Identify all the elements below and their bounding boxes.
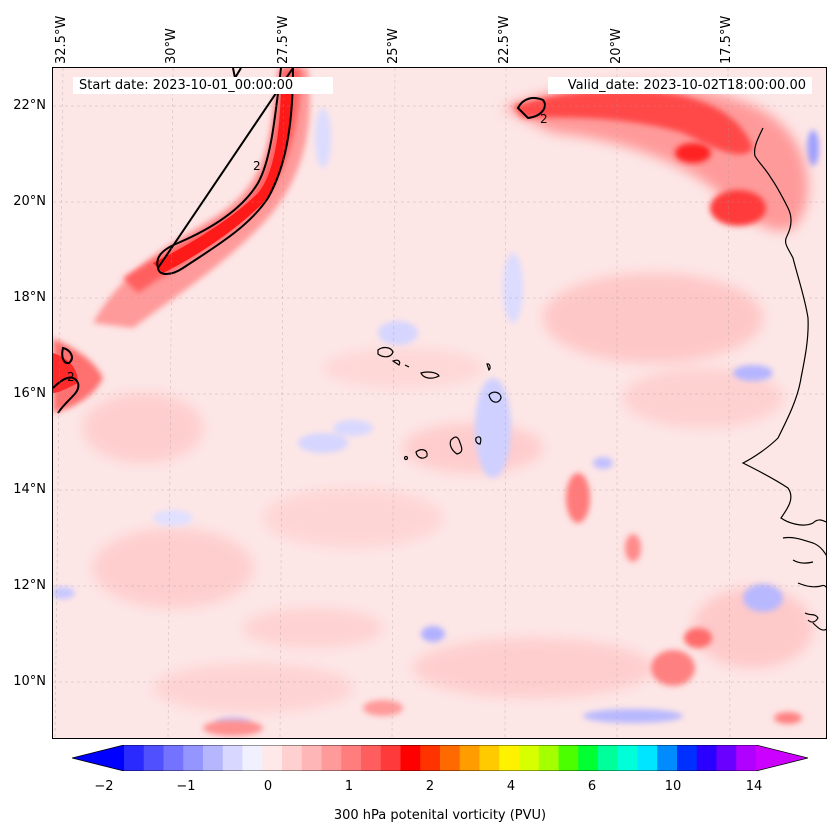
contour-label-upper: 2 [253,159,261,173]
colorbar-swatches [71,744,809,772]
graticule [53,68,826,738]
lat-label-12n: 12°N [13,578,46,593]
lon-label-20w: 20°W [609,28,624,64]
colorbar-level-19 [499,745,520,771]
lon-label-17.5w: 17.5°W [719,15,734,64]
lon-label-30w: 30°W [164,28,179,64]
lat-label-10n: 10°N [13,674,46,689]
lon-label-27.5w: 27.5°W [276,15,291,64]
colorbar-level-4 [203,745,224,771]
colorbar-level-10 [321,745,342,771]
colorbar-level-9 [301,745,322,771]
lon-label-32.5w: 32.5°W [54,15,69,64]
pv-region-northeast [503,83,808,231]
cbar-tick-m2: −2 [94,779,114,794]
colorbar-level-22 [558,745,579,771]
colorbar-level-6 [242,745,263,771]
colorbar-level-1 [143,745,164,771]
lat-label-18n: 18°N [13,290,46,305]
colorbar-level-14 [400,745,421,771]
cbar-tick-6: 6 [587,779,597,794]
cbar-tick-1: 1 [344,779,354,794]
cbar-tick-4: 4 [506,779,516,794]
lat-label-22n: 22°N [13,98,46,113]
colorbar-level-17 [459,745,480,771]
cbar-tick-0: 0 [263,779,273,794]
colorbar-level-30 [716,745,737,771]
colorbar-level-28 [677,745,698,771]
lon-label-22.5w: 22.5°W [497,15,512,64]
colorbar-title: 300 hPa potenital vorticity (PVU) [333,808,547,823]
colorbar-level-31 [736,745,757,771]
colorbar-level-3 [183,745,204,771]
colorbar-level-11 [341,745,362,771]
colorbar-level-16 [440,745,461,771]
cbar-tick-m1: −1 [176,779,196,794]
colorbar-level-13 [380,745,401,771]
colorbar-level-27 [657,745,678,771]
colorbar-level-25 [617,745,638,771]
cape-verde-islands [377,346,502,461]
cbar-tick-2: 2 [425,779,435,794]
colorbar-level-8 [282,745,303,771]
lat-label-16n: 16°N [13,386,46,401]
colorbar-level-0 [124,745,145,771]
colorbar-level-7 [262,745,283,771]
west-africa-coastline [741,127,826,631]
colorbar-extend-max [756,745,808,771]
pv-small-features [203,473,802,736]
valid-date-label: Valid_date: 2023-10-02T18:00:00.00 [547,77,812,94]
pv-2-contours [53,68,546,414]
lat-label-14n: 14°N [13,482,46,497]
cbar-tick-14: 14 [745,779,763,794]
colorbar [71,744,809,772]
colorbar-level-12 [361,745,382,771]
colorbar-level-18 [479,745,500,771]
colorbar-level-23 [578,745,599,771]
colorbar-level-15 [420,745,441,771]
pv-background-field [53,68,826,738]
pv-map: 2 2 2 [52,67,827,739]
start-date-label: Start date: 2023-10-01_00:00:00 [73,77,334,94]
colorbar-level-20 [519,745,540,771]
cbar-tick-10: 10 [664,779,682,794]
contour-label-left: 2 [67,370,75,384]
colorbar-level-21 [538,745,559,771]
contour-label-right: 2 [540,112,548,126]
pv-field: 2 2 2 [53,68,826,738]
colorbar-level-5 [222,745,243,771]
colorbar-level-29 [696,745,717,771]
colorbar-level-2 [163,745,184,771]
lat-label-20n: 20°N [13,194,46,209]
lon-label-25w: 25°W [386,28,401,64]
colorbar-level-26 [637,745,658,771]
colorbar-level-24 [598,745,619,771]
colorbar-extend-min [72,745,124,771]
